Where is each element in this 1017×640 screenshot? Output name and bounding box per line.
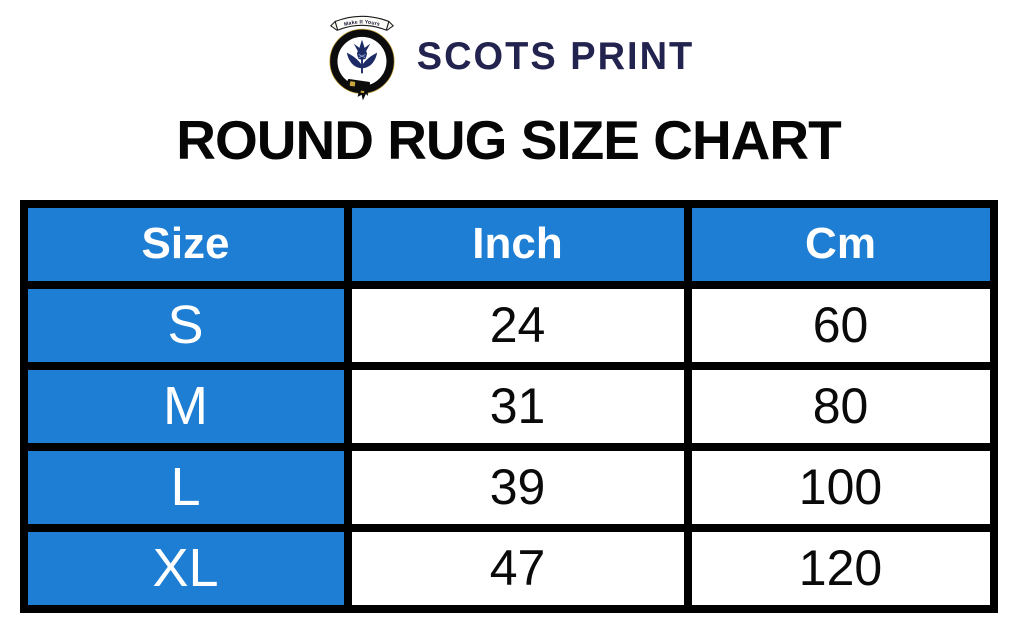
column-header-inch: Inch: [343, 199, 692, 289]
page-title: ROUND RUG SIZE CHART: [176, 109, 841, 171]
cm-cell: 120: [683, 523, 998, 613]
table-row-m: M 31 80: [19, 361, 998, 451]
thistle-icon: [346, 39, 377, 74]
cm-cell: 60: [683, 280, 998, 370]
table-row-s: S 24 60: [19, 280, 998, 370]
cm-cell: 80: [683, 361, 998, 451]
column-header-cm: Cm: [683, 199, 998, 289]
brand-name: SCOTS PRINT: [416, 35, 695, 79]
inch-cell: 39: [343, 442, 692, 532]
inch-cell: 47: [343, 523, 692, 613]
size-cell: XL: [19, 523, 352, 613]
inch-cell: 24: [343, 280, 692, 370]
table-row-l: L 39 100: [19, 442, 998, 532]
header-row: Size Inch Cm: [19, 199, 998, 289]
banner-ribbon: [334, 15, 390, 31]
size-chart-table: Size Inch Cm S 24 60 M 31 80 L 39 100: [19, 199, 998, 613]
inch-cell: 31: [343, 361, 692, 451]
size-cell: L: [19, 442, 352, 532]
clan-crest-icon: Make It Yours: [329, 15, 395, 101]
column-header-size: Size: [19, 199, 352, 289]
cm-cell: 100: [683, 442, 998, 532]
size-cell: S: [19, 280, 352, 370]
brand-header: Make It Yours SCOTS PRIN: [0, 0, 1017, 104]
size-cell: M: [19, 361, 352, 451]
belt-buckle: [346, 79, 370, 101]
logo-tagline-text: Make It Yours: [343, 19, 380, 28]
table-row-xl: XL 47 120: [19, 523, 998, 613]
